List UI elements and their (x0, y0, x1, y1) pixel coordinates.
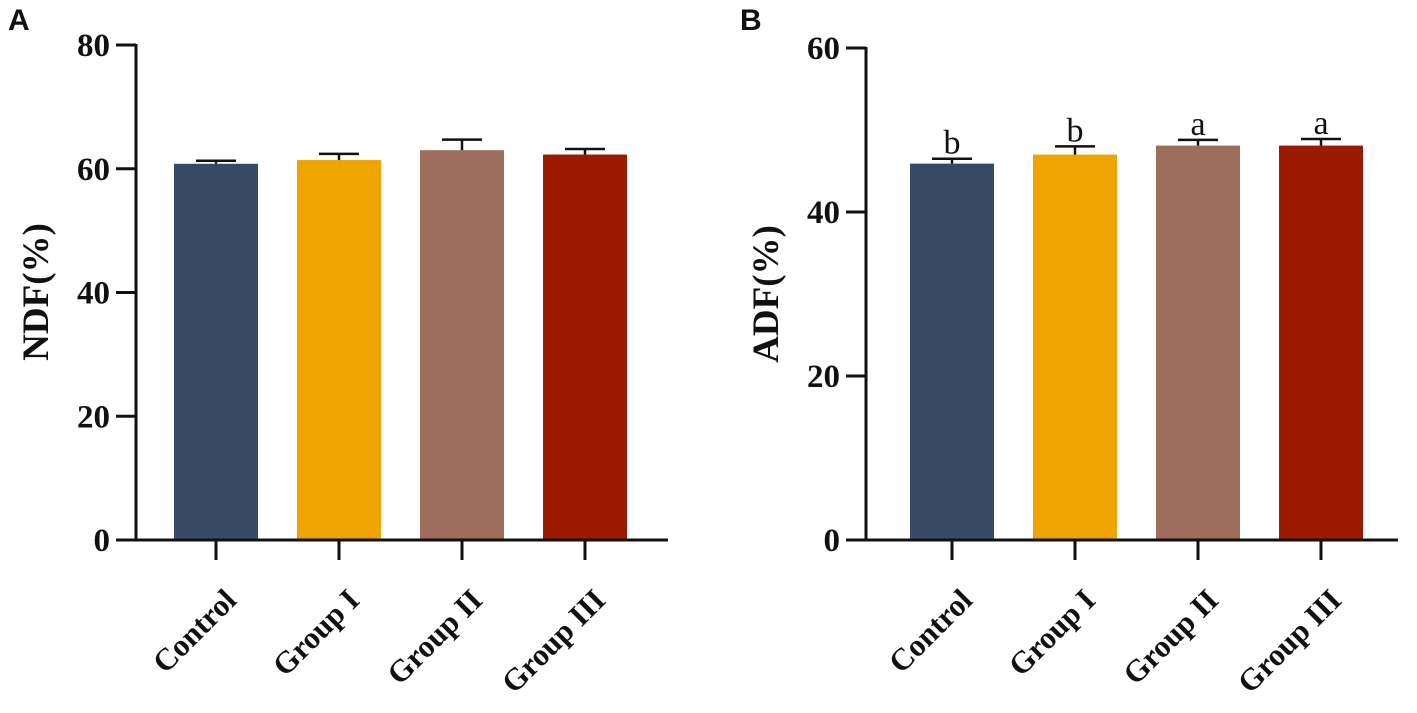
panel-a-error-bar (442, 138, 482, 151)
panel-a-error-bar (196, 159, 236, 164)
panel-b-y-tick-label: 40 (807, 195, 840, 231)
panel-b-y-tick-label: 60 (807, 31, 840, 67)
panel-b-x-tick-label: Group I (1001, 582, 1101, 682)
panel-a-bar-group-ii (420, 150, 504, 540)
panel-a-x-tick-label: Group III (494, 582, 612, 700)
panel-a-error-bar (319, 152, 359, 161)
panel-b-error-bar (1178, 138, 1218, 146)
panel-b-x-ticks: Control Group I Group II Group III (882, 540, 1348, 700)
panel-b-significance-letter: b (944, 125, 961, 162)
panel-a-y-tick-label: 0 (94, 523, 111, 559)
panel-b-error-bar (932, 157, 972, 164)
panel-a-y-tick-label: 40 (77, 276, 110, 312)
panel-a-letter: A (8, 4, 30, 37)
panel-a-y-tick-label: 60 (77, 152, 110, 188)
panel-a-y-tick-label: 80 (77, 28, 110, 64)
panel-b-x-tick-label: Control (882, 582, 980, 680)
panel-b-y-axis-title: ADF(%) (746, 225, 787, 363)
panel-b-significance-letter: a (1313, 105, 1328, 142)
panel-b-bar-group-i (1033, 154, 1117, 540)
panel-b-bars (910, 145, 1363, 540)
panel-b-bar-group-ii (1156, 145, 1240, 540)
panel-b-letter: B (740, 4, 762, 37)
panel-b-y-ticks: 0 20 40 60 (807, 31, 866, 559)
panel-a-ndf-chart: A 0 20 40 60 80 Control Group I Group II Group … (8, 4, 668, 700)
panel-a-y-axis-title: NDF(%) (16, 223, 57, 361)
panel-a-error-bar (565, 147, 605, 155)
panel-b-y-tick-label: 20 (807, 359, 840, 395)
panel-b-error-bar (1055, 145, 1095, 155)
panel-a-bar-group-i (297, 160, 381, 540)
panel-b-x-tick-label: Group III (1230, 582, 1348, 700)
panel-b-error-bar (1301, 137, 1341, 146)
panel-a-x-ticks: Control Group I Group II Group III (146, 540, 612, 700)
panel-a-x-tick-label: Group I (265, 582, 365, 682)
panel-a-bars (174, 150, 627, 541)
panel-b-bar-control (910, 163, 994, 540)
panel-b-error-bars (932, 137, 1341, 164)
panel-a-x-tick-label: Control (146, 582, 244, 680)
panel-a-bar-group-iii (543, 154, 627, 541)
panel-a-error-bars (196, 138, 605, 164)
panel-b-adf-chart: B b b a a 0 20 40 60 Control Group I Group II Gro… (740, 4, 1398, 700)
panel-a-y-ticks: 0 20 40 60 80 (77, 28, 136, 559)
panel-a-y-tick-label: 20 (77, 399, 110, 435)
panel-a-bar-control (174, 163, 258, 541)
panel-b-bar-group-iii (1279, 145, 1363, 540)
panel-b-significance-letter: a (1190, 106, 1205, 143)
panel-b-significance-letter: b (1067, 112, 1084, 149)
panel-b-y-tick-label: 0 (824, 523, 841, 559)
panel-a-x-tick-label: Group II (380, 582, 489, 691)
panel-b-x-tick-label: Group II (1116, 582, 1225, 691)
